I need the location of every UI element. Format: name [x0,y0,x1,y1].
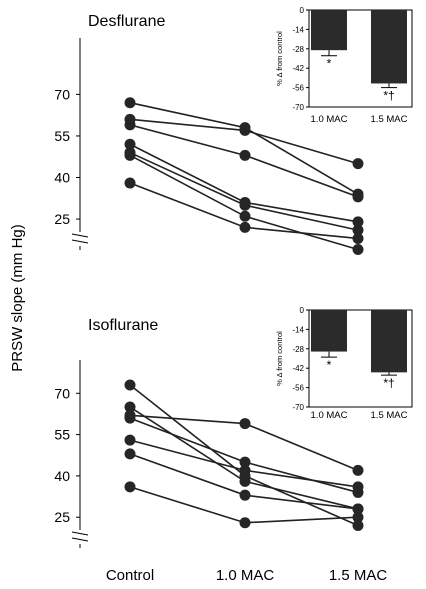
x-tick-label: 1.0 MAC [216,567,275,584]
inset-y-tick-label: -28 [292,345,304,354]
data-point-6-2 [239,210,251,222]
line-panel-1: Desflurane 25 40 55 70 [54,13,364,256]
data-point-7-2 [239,221,251,233]
data-point-6-1 [124,448,136,460]
inset-y-tick-label: -70 [292,403,304,412]
data-point-1-3 [352,519,364,531]
data-point-7-2 [239,517,251,529]
inset-bar-1 [311,10,347,51]
data-point-6-3 [352,244,364,256]
y-tick-label: 25 [54,509,70,525]
data-point-4-1 [124,412,136,424]
data-point-2-3 [352,158,364,170]
data-point-4-1 [124,138,136,150]
significance-mark: *† [383,89,394,103]
inset-chart-1: 0 -14 -28 -42 -56 -70 % Δ from control * 1.0 MAC… [275,6,413,125]
y-tick-label: 55 [54,427,70,443]
data-point-2-1 [124,401,136,413]
data-point-5-1 [124,434,136,446]
panel-title: Isoflurane [88,317,158,334]
inset-y-tick-label: -56 [292,84,304,93]
inset-y-tick-label: -28 [292,45,304,54]
inset-chart-2: 0 -14 -28 -42 -56 -70 % Δ from control * 1.0 MAC… [275,306,413,421]
axis-break-mark [71,239,89,244]
data-point-5-2 [239,464,251,476]
data-point-6-1 [124,149,136,161]
data-point-3-3 [352,464,364,476]
data-point-7-1 [124,481,136,493]
line-panel-2: Isoflurane 25 40 55 70 [54,317,364,548]
axis-break-mark [71,233,89,238]
data-point-5-3 [352,224,364,236]
y-axis-label: PRSW slope (mm Hg) [9,224,26,372]
inset-x-label: 1.5 MAC [371,114,408,125]
data-point-2-2 [239,475,251,487]
inset-y-tick-label: 0 [300,6,305,15]
inset-y-tick-label: -42 [292,364,304,373]
y-tick-label: 40 [54,468,70,484]
data-point-3-2 [239,149,251,161]
inset-x-label: 1.0 MAC [311,410,348,421]
data-point-7-1 [124,177,136,189]
axis-break-mark [71,537,89,542]
y-tick-label: 55 [54,128,70,144]
data-point-7-3 [352,511,364,523]
inset-y-axis-label: % Δ from control [275,31,284,86]
y-tick-label: 70 [54,385,70,401]
inset-y-tick-label: -14 [292,25,304,34]
y-tick-label: 25 [54,211,70,227]
inset-x-label: 1.5 MAC [371,410,408,421]
data-point-6-2 [239,489,251,501]
data-point-1-1 [124,379,136,391]
data-point-2-2 [239,124,251,136]
data-point-3-2 [239,418,251,430]
data-point-5-2 [239,199,251,211]
axis-break-mark [71,531,89,536]
inset-y-tick-label: 0 [300,306,305,315]
data-point-1-1 [124,97,136,109]
inset-frame [308,309,413,408]
inset-bar-2 [371,10,407,84]
y-tick-label: 70 [54,86,70,102]
inset-frame [308,9,413,108]
x-tick-label: Control [106,567,154,584]
inset-bar-1 [311,310,347,352]
y-tick-label: 40 [54,170,70,186]
panel-title: Desflurane [88,13,165,30]
inset-y-tick-label: -14 [292,325,304,334]
data-point-7-3 [352,232,364,244]
inset-y-tick-label: -70 [292,103,304,112]
inset-x-label: 1.0 MAC [311,114,348,125]
inset-y-tick-label: -56 [292,384,304,393]
data-point-4-2 [239,456,251,468]
x-tick-label: 1.5 MAC [329,567,388,584]
data-point-5-3 [352,481,364,493]
inset-y-axis-label: % Δ from control [275,331,284,386]
data-point-4-3 [352,216,364,228]
data-point-6-3 [352,503,364,515]
data-point-3-3 [352,191,364,203]
significance-mark: *† [383,376,394,390]
significance-mark: * [327,57,332,71]
inset-bar-2 [371,310,407,373]
significance-mark: * [327,358,332,372]
data-point-3-1 [124,119,136,131]
inset-y-tick-label: -42 [292,64,304,73]
